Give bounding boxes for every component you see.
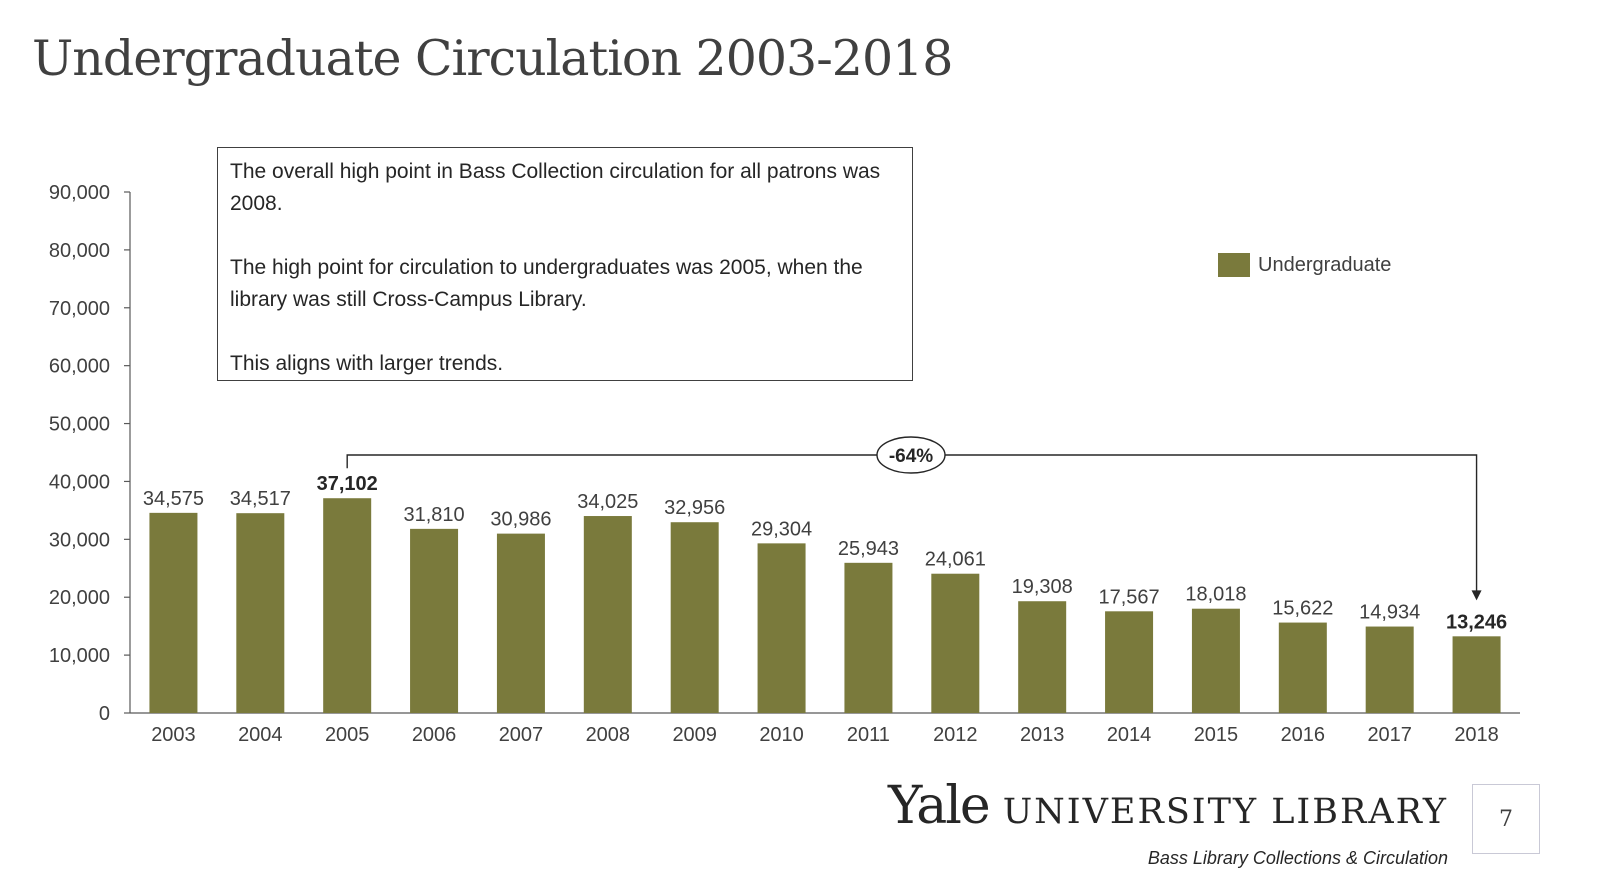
change-annotation: -64% [346,436,1482,601]
x-tick-label-2015: 2015 [1194,724,1239,746]
x-tick-label-2011: 2011 [847,724,890,746]
bar-2016 [1278,622,1327,713]
bar-2015 [1191,608,1240,713]
y-tick-label: 30,000 [49,529,110,551]
bar-2012 [931,573,980,713]
y-tick-label: 70,000 [49,298,110,320]
bar-2013 [1018,601,1067,713]
x-tick-label-2004: 2004 [238,724,283,746]
bar-2017 [1365,626,1414,713]
value-label-2007: 30,986 [490,509,551,531]
value-label-2008: 34,025 [577,491,638,513]
value-label-2018: 13,246 [1446,611,1507,633]
bar-2009 [670,522,719,713]
bar-2008 [583,516,632,713]
value-label-2006: 31,810 [403,504,464,526]
y-tick-label: 90,000 [49,182,110,204]
logo-yale: Yale [887,776,991,836]
page-number: 7 [1472,784,1540,854]
callout-paragraph-2: The high point for circulation to underg… [230,256,863,311]
y-tick-label: 0 [99,703,110,725]
value-label-2014: 17,567 [1098,586,1159,608]
callout-paragraph-3: This aligns with larger trends. [230,352,504,375]
value-label-2010: 29,304 [751,518,812,540]
x-tick-label-2005: 2005 [325,724,370,746]
chart-value-labels: 34,575 34,517 37,102 31,810 30,986 34,025 32,9… [143,473,1507,633]
x-tick-label-2013: 2013 [1020,724,1065,746]
change-percent-label: -64% [889,446,933,467]
value-label-2012: 24,061 [925,549,986,571]
chart-category-labels: 2003 2004 2005 2006 2007 2008 2009 2010 2011 2012… [151,724,1499,746]
bar-2007 [496,533,545,713]
y-tick-label: 40,000 [49,471,110,493]
x-tick-label-2007: 2007 [499,724,544,746]
chart-legend: Undergraduate [1218,253,1391,277]
value-label-2009: 32,956 [664,497,725,519]
legend-swatch-undergraduate [1218,253,1250,277]
bar-2011 [844,562,893,713]
callout-box: The overall high point in Bass Collectio… [217,147,913,381]
y-tick-label: 60,000 [49,356,110,378]
y-tick-label: 10,000 [49,645,110,667]
bar-2014 [1105,611,1154,713]
logo-subtitle: Bass Library Collections & Circulation [1147,848,1448,868]
bar-2006 [410,528,459,713]
logo-university-library: UNIVERSITY LIBRARY [1002,792,1448,832]
x-tick-label-2006: 2006 [412,724,457,746]
x-tick-label-2012: 2012 [933,724,978,746]
x-tick-label-2016: 2016 [1281,724,1326,746]
value-label-2016: 15,622 [1272,598,1333,620]
x-tick-label-2010: 2010 [759,724,804,746]
x-tick-label-2017: 2017 [1367,724,1412,746]
x-tick-label-2018: 2018 [1454,724,1499,746]
callout-paragraph-1: The overall high point in Bass Collectio… [230,160,881,215]
value-label-2004: 34,517 [230,488,291,510]
bar-2018 [1452,636,1501,713]
y-tick-label: 50,000 [49,414,110,436]
slide-title: Undergraduate Circulation 2003-2018 [32,30,953,87]
x-tick-label-2009: 2009 [672,724,717,746]
value-label-2015: 18,018 [1185,584,1246,606]
change-badge [876,436,946,474]
value-label-2005: 37,102 [317,473,378,495]
chart-axes: 0 10,000 20,000 30,000 40,000 50,000 60,000 70,… [49,182,1520,725]
legend-label-undergraduate: Undergraduate [1258,254,1391,276]
value-label-2003: 34,575 [143,488,204,510]
bar-2004 [236,513,285,713]
x-tick-label-2003: 2003 [151,724,196,746]
y-tick-label: 80,000 [49,240,110,262]
change-arrowhead [1471,590,1482,601]
yale-university-library-logo: Yale UNIVERSITY LIBRARY Bass Library Coll… [888,778,1448,869]
logo-wordmark: Yale UNIVERSITY LIBRARY [888,778,1448,846]
bar-2005 [323,498,372,713]
y-tick-label: 20,000 [49,587,110,609]
value-label-2011: 25,943 [838,538,899,560]
x-tick-label-2014: 2014 [1107,724,1152,746]
value-label-2013: 19,308 [1012,576,1073,598]
x-tick-label-2008: 2008 [586,724,631,746]
value-label-2017: 14,934 [1359,602,1420,624]
bar-2003 [149,512,198,713]
chart-bars [149,498,1501,713]
bar-2010 [757,543,806,713]
